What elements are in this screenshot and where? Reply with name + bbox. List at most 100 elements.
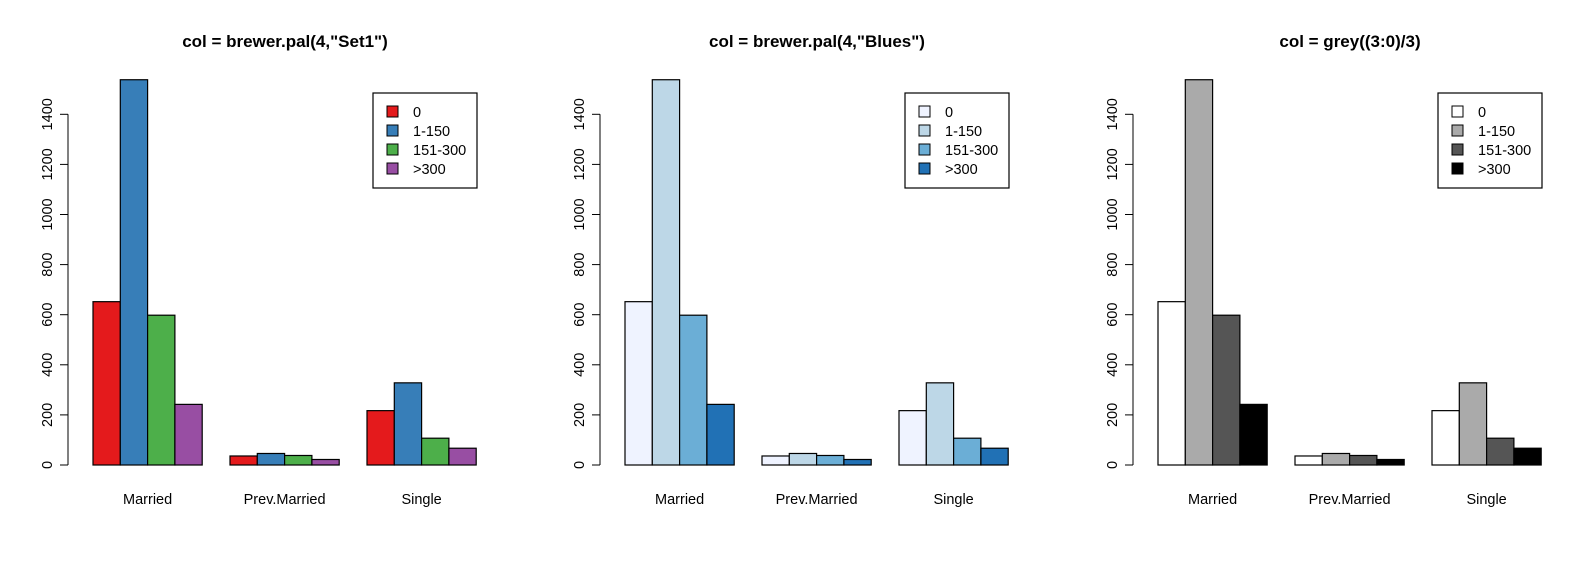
y-tick-label: 1000 [1105,198,1121,230]
bar-single-3 [952,437,982,466]
bar-prev-married-2 [788,452,818,466]
x-category-label: Married [1188,492,1237,508]
bar-single-2 [925,382,955,466]
bar-single-4 [1513,447,1542,466]
bar-prev-married-3 [815,454,845,466]
x-category-label: Prev.Married [244,492,326,508]
bar-married-3 [678,314,708,466]
bar-single-1 [898,410,927,466]
bar-single-2 [393,382,423,466]
bar-single-4 [980,447,1009,466]
x-category-label: Prev.Married [776,492,858,508]
y-tick-label: 200 [40,403,56,427]
legend-swatch [386,162,399,175]
bar-married-2 [651,79,681,466]
bar-prev-married-1 [1294,455,1323,466]
y-tick-label: 600 [40,303,56,327]
y-tick-label: 1000 [40,198,56,230]
bar-prev-married-1 [761,455,790,466]
y-tick-label: 400 [1105,353,1121,377]
bar-married-3 [147,314,176,466]
bar-prev-married-3 [284,454,313,466]
legend-label: >300 [413,162,446,178]
y-tick-label: 600 [572,303,588,327]
bar-married-1 [624,301,653,466]
x-category-label: Married [123,492,172,508]
legend-swatch [1451,105,1464,118]
legend-swatch [918,124,931,137]
legend-label: 0 [413,105,421,121]
y-tick-label: 1200 [572,148,588,180]
y-tick-label: 1200 [40,148,56,180]
legend-label: 1-150 [413,124,450,140]
legend-label: 151-300 [413,143,466,159]
legend-swatch [1451,162,1464,175]
bar-prev-married-4 [1376,458,1405,466]
bar-single-4 [448,447,477,466]
legend-swatch [386,105,399,118]
bar-prev-married-4 [843,458,872,466]
x-category-label: Married [655,492,704,508]
y-tick-label: 200 [572,403,588,427]
y-tick-label: 0 [1105,461,1121,469]
legend-swatch [1451,143,1464,156]
legend-label: 1-150 [1478,124,1515,140]
bar-single-3 [421,437,450,466]
legend-label: >300 [1478,162,1511,178]
y-tick-label: 1400 [40,98,56,130]
y-tick-label: 1000 [572,198,588,230]
x-category-label: Single [401,492,441,508]
y-tick-label: 1200 [1105,148,1121,180]
y-tick-label: 800 [1105,252,1121,276]
bar-prev-married-1 [229,455,258,466]
bar-prev-married-2 [256,452,286,466]
y-tick-label: 800 [40,252,56,276]
bar-married-2 [119,79,149,466]
x-category-label: Single [933,492,973,508]
legend: 0 1-150 151-300 >300 [372,92,478,189]
chart-panel-1: col = brewer.pal(4,"Set1") 0 200 400 600 800 1… [40,32,478,508]
chart-title: col = brewer.pal(4,"Set1") [182,32,388,51]
legend-swatch [386,143,399,156]
x-category-label: Prev.Married [1309,492,1391,508]
legend-label: 151-300 [1478,143,1531,159]
chart-title: col = brewer.pal(4,"Blues") [709,32,925,51]
y-tick-label: 1400 [572,98,588,130]
chart-panel-2: col = brewer.pal(4,"Blues") 0 200 400 600 800… [572,32,1010,508]
y-tick-label: 600 [1105,303,1121,327]
legend-swatch [1451,124,1464,137]
legend-label: 0 [945,105,953,121]
y-tick-label: 400 [40,353,56,377]
bar-married-3 [1211,314,1241,466]
chart-panel-3: col = grey((3:0)/3) 0 200 400 600 800 1000 1200… [1105,32,1543,508]
bar-single-1 [1431,410,1460,466]
bar-prev-married-4 [311,458,340,466]
y-axis: 0 200 400 600 800 1000 1200 1400 [572,98,601,469]
y-tick-label: 0 [572,461,588,469]
chart-title: col = grey((3:0)/3) [1279,32,1420,51]
bar-single-2 [1458,382,1488,466]
legend-swatch [918,162,931,175]
y-tick-label: 400 [572,353,588,377]
x-category-label: Single [1466,492,1506,508]
bar-married-4 [706,403,735,466]
bar-single-1 [366,410,395,466]
y-tick-label: 200 [1105,403,1121,427]
y-tick-label: 800 [572,252,588,276]
bar-married-4 [174,403,203,466]
bar-prev-married-3 [1348,454,1378,466]
bar-married-1 [92,301,121,466]
legend-label: 1-150 [945,124,982,140]
y-axis: 0 200 400 600 800 1000 1200 1400 [1105,98,1134,469]
bar-married-1 [1157,301,1186,466]
y-axis: 0 200 400 600 800 1000 1200 1400 [40,98,69,469]
legend-label: 0 [1478,105,1486,121]
bar-married-4 [1239,403,1268,466]
legend-swatch [386,124,399,137]
y-tick-label: 0 [40,461,56,469]
legend-label: >300 [945,162,978,178]
y-tick-label: 1400 [1105,98,1121,130]
legend-label: 151-300 [945,143,998,159]
bar-single-3 [1485,437,1515,466]
